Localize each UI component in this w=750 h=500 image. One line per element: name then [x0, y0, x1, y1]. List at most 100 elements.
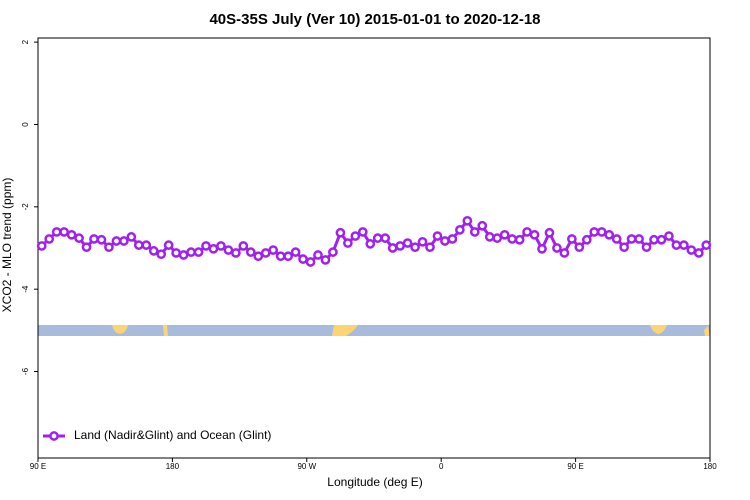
x-tick-label: 90 W	[297, 462, 316, 471]
series-marker	[268, 245, 279, 255]
series-marker	[626, 234, 637, 244]
series-marker	[141, 240, 152, 250]
series-marker	[260, 248, 271, 258]
legend-marker	[49, 431, 59, 441]
x-axis-label: Longitude (deg E)	[327, 475, 422, 489]
series-marker	[163, 240, 174, 250]
series-marker	[395, 241, 405, 251]
series-marker	[245, 247, 256, 257]
series-marker	[298, 254, 308, 264]
y-tick-label: 0	[21, 122, 30, 127]
series-marker	[126, 232, 137, 242]
series-marker	[664, 231, 674, 241]
series-marker	[380, 233, 391, 243]
series-marker	[402, 238, 413, 248]
series-marker	[36, 241, 47, 251]
series-marker	[208, 243, 219, 254]
land-ocean-strip	[38, 325, 710, 336]
series-marker	[231, 248, 241, 258]
series-marker	[440, 236, 450, 246]
series-marker	[469, 227, 480, 237]
series-marker	[104, 242, 114, 253]
series-marker	[455, 225, 465, 235]
legend-label: Land (Nadir&Glint) and Ocean (Glint)	[74, 428, 271, 442]
y-axis-label: XCO2 - MLO trend (ppm)	[0, 178, 14, 313]
series-marker	[641, 242, 652, 253]
series-marker	[357, 227, 368, 237]
series-marker	[499, 229, 510, 240]
series-marker	[559, 248, 570, 258]
series-marker	[343, 238, 353, 248]
series-marker	[701, 240, 712, 250]
series-marker	[417, 236, 428, 247]
series-marker	[201, 241, 211, 251]
series-marker	[305, 257, 316, 267]
x-tick-label: 180	[166, 462, 180, 471]
series-marker	[567, 234, 577, 244]
series-marker	[410, 242, 420, 253]
series-marker	[171, 248, 181, 258]
series-marker	[514, 234, 525, 245]
series-marker	[133, 240, 144, 250]
series-marker	[119, 236, 129, 246]
x-tick-label: 0	[439, 462, 444, 471]
series-marker	[522, 227, 532, 237]
series-marker	[581, 234, 592, 245]
x-tick-label: 180	[703, 462, 717, 471]
series-marker	[552, 243, 562, 253]
series-marker	[290, 247, 301, 257]
series-marker	[619, 242, 629, 253]
series-marker	[283, 251, 293, 262]
series-marker	[186, 247, 196, 257]
series-marker	[156, 249, 167, 260]
series-marker	[589, 227, 600, 237]
series-marker	[604, 229, 615, 240]
series-marker	[320, 255, 331, 265]
series-marker	[74, 233, 84, 243]
series-marker	[507, 234, 517, 244]
series-marker	[350, 231, 361, 241]
series-marker	[425, 242, 435, 253]
series-marker	[253, 251, 264, 262]
series-marker	[462, 215, 473, 226]
series-marker	[656, 234, 667, 245]
series-marker	[96, 234, 107, 245]
y-tick-label: 2	[21, 39, 30, 44]
chart-title: 40S-35S July (Ver 10) 2015-01-01 to 2020…	[209, 11, 540, 28]
series-marker	[484, 232, 495, 242]
series-marker	[81, 242, 92, 253]
series-marker	[89, 234, 99, 244]
series-marker	[365, 239, 376, 249]
series-marker	[477, 220, 488, 231]
series-marker	[671, 240, 682, 250]
y-tick-label: -2	[21, 203, 30, 211]
series-marker	[193, 247, 204, 257]
series-marker	[544, 227, 555, 238]
series-marker	[223, 245, 234, 255]
series-marker	[238, 241, 249, 251]
series-marker	[686, 245, 697, 255]
series-marker	[432, 231, 443, 241]
series-marker	[693, 248, 704, 258]
series-marker	[634, 234, 644, 244]
series-marker	[178, 250, 189, 260]
series-marker	[574, 242, 585, 253]
series-marker	[611, 234, 622, 244]
series-marker	[387, 243, 398, 253]
series-marker	[111, 236, 122, 246]
y-tick-label: -6	[21, 367, 30, 375]
x-tick-label: 90 E	[30, 462, 46, 471]
series-marker	[492, 233, 503, 243]
series-marker	[328, 247, 338, 257]
series-marker	[44, 234, 55, 244]
series-marker	[66, 229, 77, 240]
series-marker	[529, 229, 540, 240]
y-tick-label: -4	[21, 285, 30, 293]
series-marker	[679, 240, 689, 250]
series-marker	[313, 250, 323, 260]
series-marker	[372, 233, 383, 243]
series-marker	[596, 227, 607, 237]
series-marker	[335, 227, 346, 238]
series-marker	[447, 234, 458, 244]
